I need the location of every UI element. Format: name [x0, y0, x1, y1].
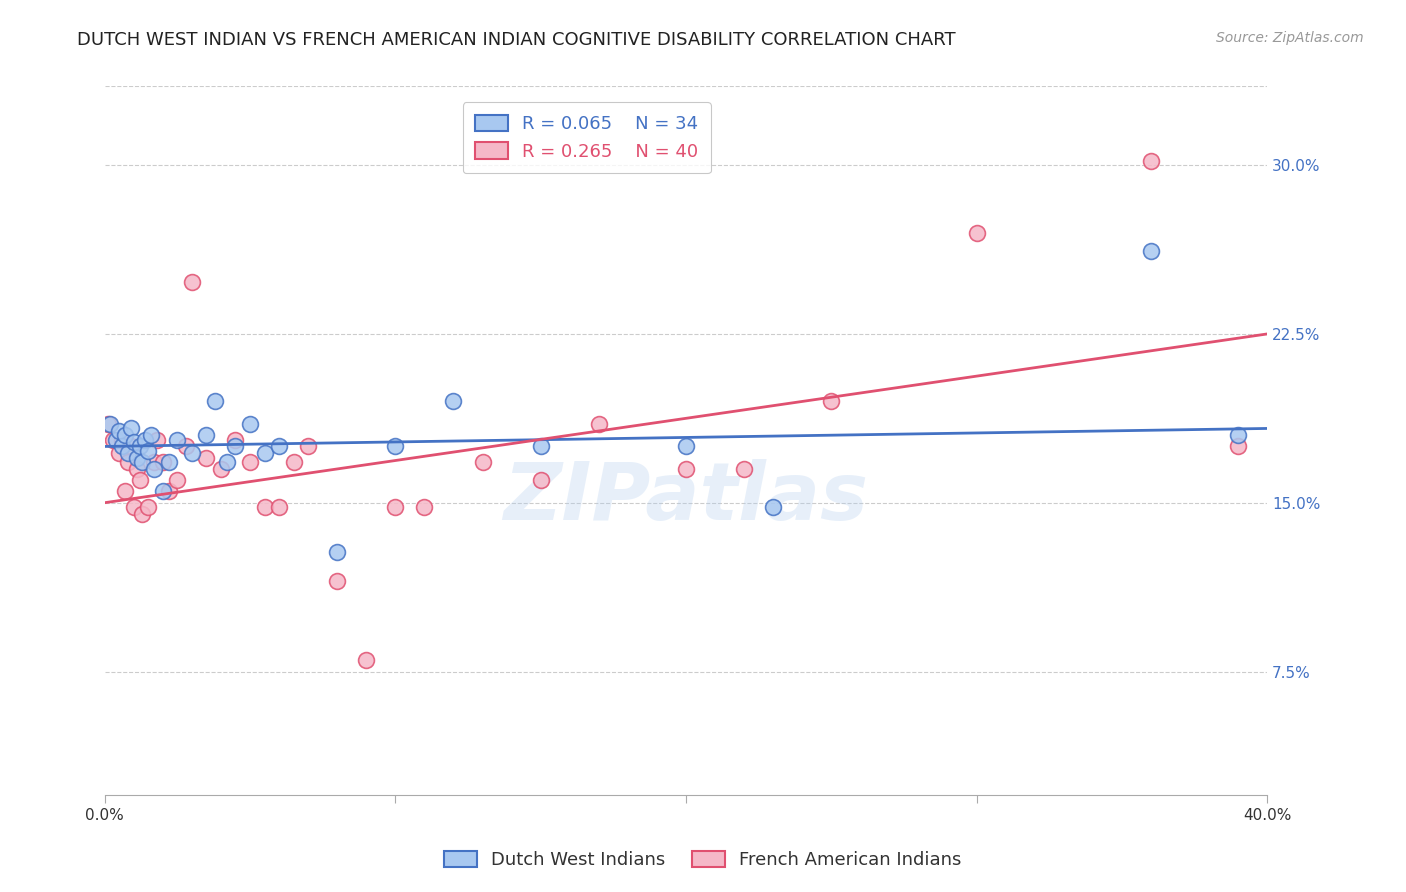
- Point: [443, 394, 465, 409]
- Point: [530, 473, 553, 487]
- Point: [152, 484, 174, 499]
- Point: [356, 653, 378, 667]
- Point: [215, 455, 238, 469]
- Point: [1227, 428, 1250, 442]
- Point: [239, 417, 262, 431]
- Point: [97, 417, 120, 431]
- Point: [117, 455, 139, 469]
- Point: [413, 500, 436, 515]
- Point: [152, 455, 174, 469]
- Point: [1140, 244, 1163, 258]
- Point: [384, 440, 406, 454]
- Text: DUTCH WEST INDIAN VS FRENCH AMERICAN INDIAN COGNITIVE DISABILITY CORRELATION CHA: DUTCH WEST INDIAN VS FRENCH AMERICAN IND…: [77, 31, 956, 49]
- Point: [820, 394, 842, 409]
- Point: [195, 450, 218, 465]
- Point: [1227, 440, 1250, 454]
- Point: [675, 462, 697, 476]
- Point: [180, 275, 202, 289]
- Point: [224, 433, 246, 447]
- Point: [224, 440, 246, 454]
- Point: [253, 500, 276, 515]
- Point: [195, 428, 218, 442]
- Point: [267, 440, 290, 454]
- Point: [114, 484, 136, 499]
- Point: [120, 421, 142, 435]
- Point: [146, 433, 169, 447]
- Legend: Dutch West Indians, French American Indians: Dutch West Indians, French American Indi…: [436, 842, 970, 879]
- Legend: R = 0.065    N = 34, R = 0.265    N = 40: R = 0.065 N = 34, R = 0.265 N = 40: [463, 103, 711, 173]
- Point: [588, 417, 610, 431]
- Point: [128, 440, 150, 454]
- Point: [675, 440, 697, 454]
- Point: [204, 394, 226, 409]
- Point: [143, 462, 166, 476]
- Point: [131, 455, 153, 469]
- Point: [471, 455, 494, 469]
- Point: [141, 428, 163, 442]
- Text: ZIPatlas: ZIPatlas: [503, 458, 869, 536]
- Point: [136, 500, 159, 515]
- Point: [1140, 153, 1163, 168]
- Point: [326, 574, 349, 589]
- Point: [253, 446, 276, 460]
- Point: [125, 450, 148, 465]
- Point: [297, 440, 319, 454]
- Text: Source: ZipAtlas.com: Source: ZipAtlas.com: [1216, 31, 1364, 45]
- Point: [733, 462, 755, 476]
- Point: [267, 500, 290, 515]
- Point: [209, 462, 232, 476]
- Point: [239, 455, 262, 469]
- Point: [134, 433, 156, 447]
- Point: [105, 433, 128, 447]
- Point: [117, 446, 139, 460]
- Point: [966, 226, 988, 240]
- Point: [122, 500, 145, 515]
- Point: [174, 440, 197, 454]
- Point: [166, 473, 188, 487]
- Point: [111, 433, 134, 447]
- Point: [283, 455, 305, 469]
- Point: [530, 440, 553, 454]
- Point: [136, 444, 159, 458]
- Point: [111, 440, 134, 454]
- Point: [120, 440, 142, 454]
- Point: [125, 462, 148, 476]
- Point: [114, 428, 136, 442]
- Point: [384, 500, 406, 515]
- Point: [100, 417, 122, 431]
- Point: [180, 446, 202, 460]
- Point: [157, 455, 180, 469]
- Point: [157, 484, 180, 499]
- Point: [103, 433, 125, 447]
- Point: [762, 500, 785, 515]
- Point: [128, 473, 150, 487]
- Point: [166, 433, 188, 447]
- Point: [108, 424, 131, 438]
- Point: [131, 507, 153, 521]
- Point: [326, 545, 349, 559]
- Point: [108, 446, 131, 460]
- Point: [143, 455, 166, 469]
- Point: [122, 434, 145, 449]
